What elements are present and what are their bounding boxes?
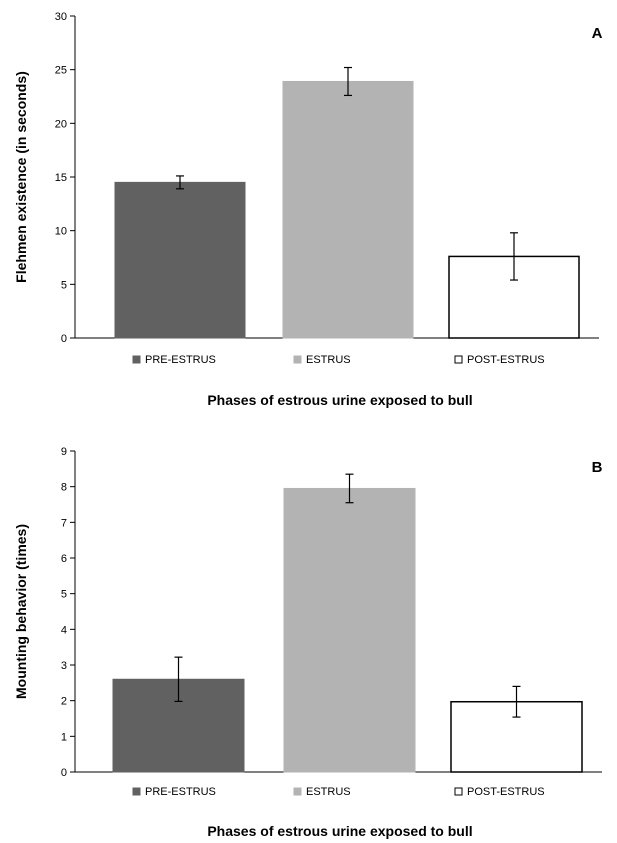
legend-swatch [293, 355, 302, 364]
legend-label: ESTRUS [306, 354, 351, 366]
y-tick-label: 9 [61, 446, 67, 458]
y-axis-title: Mounting behavior (times) [13, 524, 29, 699]
y-tick-label: 25 [55, 65, 67, 77]
y-tick-label: 10 [55, 226, 67, 238]
y-tick-label: 5 [61, 279, 67, 291]
legend-swatch [132, 355, 141, 364]
panel-label: B [592, 459, 603, 476]
bar-pre-estrus [114, 181, 246, 339]
legend-label: POST-ESTRUS [467, 354, 545, 366]
legend-swatch [293, 787, 302, 796]
legend-label: POST-ESTRUS [467, 786, 545, 798]
y-tick-label: 5 [61, 589, 67, 601]
legend-label: PRE-ESTRUS [145, 354, 216, 366]
chart-panel-b: 0 1 2 3 4 5 6 7 8 9 PRE-ESTRUS ESTRUS POST-ESTRUS Pha… [0, 432, 617, 843]
y-tick-label: 8 [61, 482, 67, 494]
bar-estrus [283, 487, 416, 773]
y-tick-label: 6 [61, 553, 67, 565]
y-tick-label: 4 [61, 624, 67, 636]
legend-swatch [454, 355, 463, 364]
chart-panel-a: 0 5 10 15 20 25 30 PRE-ESTRUS ESTRUS POST-ESTRUS P… [0, 0, 617, 420]
x-axis-title: Phases of estrous urine exposed to bull [207, 392, 472, 408]
legend-label: PRE-ESTRUS [145, 786, 216, 798]
legend-swatch [132, 787, 141, 796]
bar-estrus [282, 80, 414, 339]
y-tick-label: 1 [61, 731, 67, 743]
y-tick-label: 3 [61, 660, 67, 672]
legend-swatch [454, 787, 463, 796]
y-tick-label: 0 [61, 333, 67, 345]
y-tick-label: 0 [61, 767, 67, 779]
flehmen-bar-chart: 0 5 10 15 20 25 30 PRE-ESTRUS ESTRUS POST-ESTRUS P… [13, 11, 603, 408]
y-tick-label: 7 [61, 517, 67, 529]
y-tick-label: 2 [61, 696, 67, 708]
y-axis-title: Flehmen existence (in seconds) [13, 71, 29, 283]
x-axis-title: Phases of estrous urine exposed to bull [207, 823, 472, 839]
y-tick-label: 15 [55, 172, 67, 184]
panel-label: A [592, 25, 603, 42]
y-tick-label: 30 [55, 11, 67, 23]
mounting-bar-chart: 0 1 2 3 4 5 6 7 8 9 PRE-ESTRUS ESTRUS POST-ESTRUS Pha… [13, 446, 603, 839]
y-tick-label: 20 [55, 118, 67, 130]
legend-label: ESTRUS [306, 786, 351, 798]
